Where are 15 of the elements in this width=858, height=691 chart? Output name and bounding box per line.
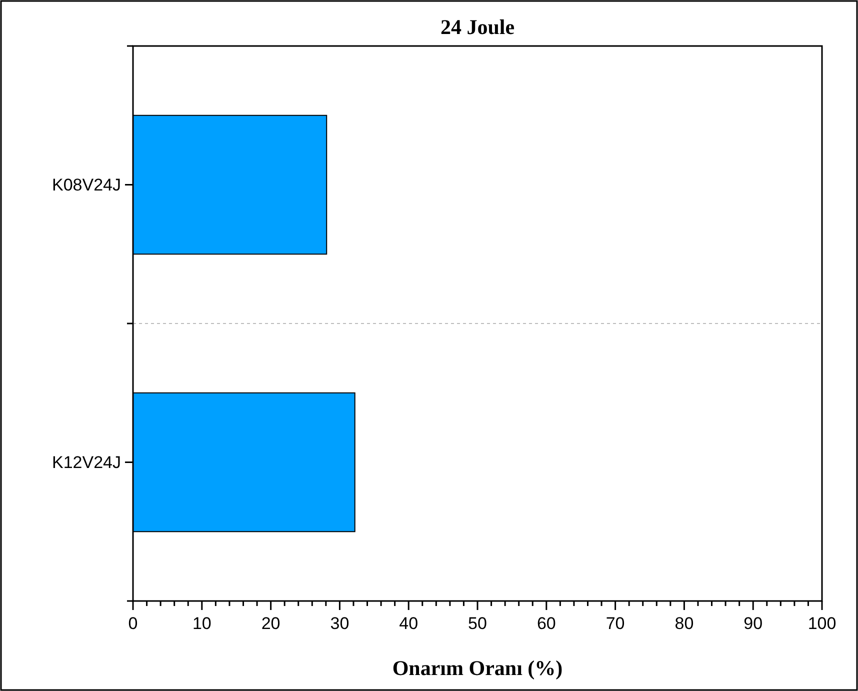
x-tick-label: 0: [128, 614, 138, 633]
x-axis-title: Onarım Oranı (%): [392, 656, 563, 680]
x-tick-label: 50: [468, 614, 487, 633]
x-tick-label: 90: [744, 614, 763, 633]
x-tick-label: 80: [674, 614, 694, 633]
x-tick-label: 60: [536, 614, 556, 633]
x-tick-label: 30: [330, 614, 350, 633]
x-tick-label: 40: [399, 614, 418, 633]
y-tick-label: K12V24J: [52, 453, 121, 472]
x-tick-label: 70: [606, 614, 625, 633]
x-tick-label: 20: [261, 614, 280, 633]
chart-title: 24 Joule: [440, 15, 515, 39]
x-tick-label: 10: [192, 614, 212, 633]
x-tick-label: 100: [808, 614, 836, 633]
y-tick-label: K08V24J: [52, 176, 121, 195]
